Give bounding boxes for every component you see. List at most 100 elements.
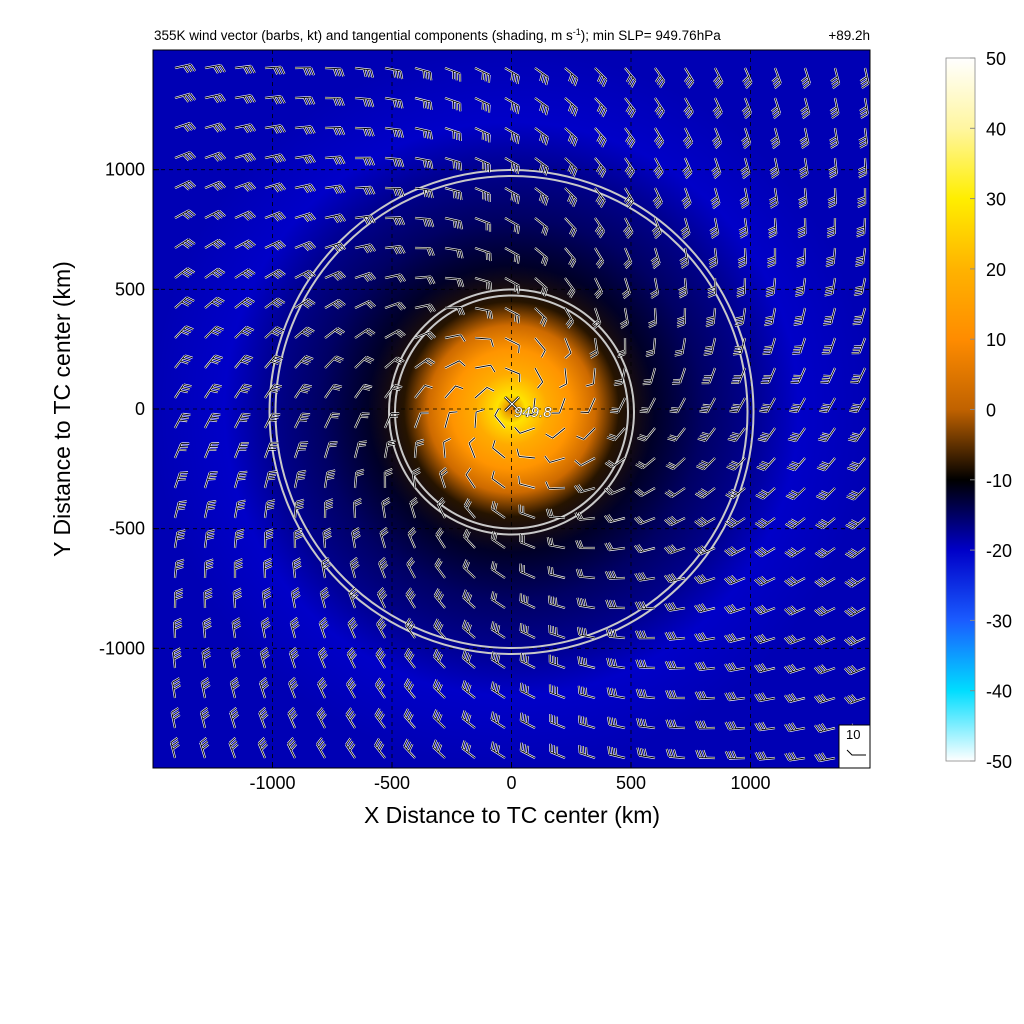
x-tick-label: -1000 [249,773,295,793]
wind-barb [433,618,446,639]
wind-barb [324,498,334,519]
colorbar-tick-label: -50 [986,752,1012,772]
wind-barb [234,500,246,519]
wind-barb [769,187,778,209]
wind-barb [696,457,716,470]
wind-barb [174,93,196,103]
wind-barb [348,617,358,639]
wind-barb [551,397,566,414]
wind-barb [642,367,656,385]
wind-barb [844,606,866,617]
wind-barb [294,96,315,105]
wind-barb [785,517,806,529]
wind-barb [204,384,222,399]
wind-barb [594,97,607,117]
wind-barb [174,180,196,191]
wind-barb [443,438,452,459]
wind-barb [444,360,466,369]
wind-barb [491,681,506,699]
wind-barb [724,517,746,528]
wind-barb [462,619,476,639]
wind-barb [318,647,328,669]
wind-barb [636,688,656,699]
wind-barb [652,217,662,239]
wind-barb [666,748,686,759]
wind-barb [324,126,345,136]
wind-barb [828,157,838,178]
wind-barb [261,617,271,639]
wind-barb [462,650,476,669]
wind-barb [384,384,403,399]
wind-barb [376,617,386,639]
wind-barb [574,511,596,521]
wind-barb [830,97,839,119]
center-slp-label: 949.8 [514,404,552,421]
colorbar: 50 40 30 20 10 0 -10 -20 -30 -40 -50 [945,49,1012,772]
wind-barb [814,606,836,616]
wind-barb [287,707,298,729]
wind-barb [814,723,836,733]
wind-barb [294,528,303,549]
wind-barb [548,595,566,609]
wind-barb [504,127,520,144]
wind-barb [725,721,746,730]
wind-barb [664,487,686,498]
wind-barb [463,529,476,549]
wind-barb [594,187,606,208]
wind-barb [548,566,566,579]
wind-barb [654,97,665,119]
wind-barb [847,427,866,442]
wind-barb [575,540,596,549]
wind-barb [519,504,536,519]
wind-barb [544,455,566,463]
wind-barb [694,603,716,613]
range-ring [274,175,749,649]
wind-barb [654,127,664,149]
wind-barb [317,677,327,699]
wind-barb [258,737,268,759]
wind-barb [173,618,183,639]
wind-barb [607,687,626,699]
wind-barb [755,751,776,760]
wind-barb [683,97,694,119]
wind-barb [171,707,181,729]
wind-barb [204,123,226,133]
wind-barb [444,217,463,230]
wind-barb [264,298,285,309]
wind-barb [412,467,421,489]
wind-barb [230,677,240,699]
wind-barb [699,397,716,413]
wind-barb [204,181,226,191]
wind-barb [435,558,446,579]
wind-barb [174,530,186,549]
wind-barb [444,157,462,171]
wind-barb [414,67,432,81]
wind-barb [651,247,661,269]
wind-barb [624,157,635,179]
wind-barb [432,739,446,759]
wind-barb [474,247,491,262]
x-tick-label: -500 [374,773,410,793]
wind-barb [664,573,686,583]
wind-barb [679,247,689,269]
wind-barb [174,209,196,220]
wind-barb [564,217,577,238]
wind-barb [580,397,596,414]
wind-barb [827,217,836,238]
wind-barb [384,302,406,311]
wind-barb [294,413,311,429]
wind-barb [174,588,183,609]
wind-barb [792,337,806,355]
wind-barb [520,623,536,639]
wind-barb [468,437,476,459]
wind-barb [790,367,806,384]
wind-barb [695,661,716,671]
wind-barb [204,64,226,74]
wind-barb [204,326,224,339]
wind-barb [204,529,215,549]
wind-barb [819,397,836,413]
wind-barb [694,517,716,527]
wind-barb [491,621,506,639]
wind-barb [639,397,656,413]
wind-barb [754,547,776,557]
